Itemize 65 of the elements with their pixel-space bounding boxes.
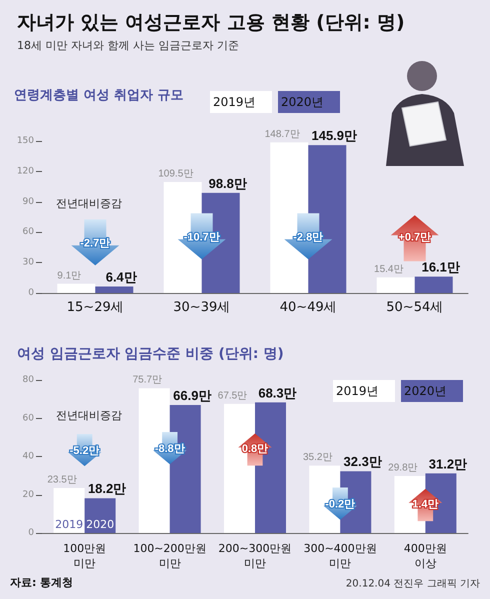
x-tick-label: 300~400만원 미만: [304, 542, 377, 570]
chart-subtitle: 18세 미만 자녀와 함께 사는 임금근로자 기준: [17, 39, 239, 52]
data-label: 16.1만: [422, 260, 460, 275]
data-label: 9.1만: [57, 270, 82, 282]
annotation: 2019: [55, 518, 84, 531]
x-tick-label: 400만원 이상: [404, 542, 447, 570]
data-label: 66.9만: [173, 388, 212, 404]
data-label: 35.2만: [302, 452, 332, 464]
annotation: -5.2만: [70, 444, 100, 457]
text: 2020년: [281, 95, 324, 109]
annotation: -2.7만: [80, 237, 110, 250]
y-tick-label: 60: [22, 227, 34, 238]
bar: [414, 276, 453, 293]
annotation: -0.2만: [325, 498, 356, 510]
y-tick-label: 0: [28, 528, 34, 538]
data-label: 75.7만: [132, 374, 162, 386]
data-label: 32.3만: [344, 454, 382, 470]
data-label: 68.3만: [258, 385, 297, 400]
annotation: -8.8만: [154, 442, 185, 455]
data-label: 67.5만: [218, 390, 248, 402]
y-tick-label: 150: [16, 136, 34, 146]
data-label: 31.2만: [428, 456, 468, 472]
text: 2020년: [404, 384, 447, 398]
y-tick-label: 30: [22, 258, 34, 268]
data-label: 29.8만: [388, 462, 418, 474]
data-label: 6.4만: [106, 270, 137, 285]
text: 연령계층별 여성 취업자 규모: [14, 88, 184, 103]
y-tick-label: 20: [22, 490, 34, 500]
text: 2019년: [213, 95, 256, 109]
data-label: 15.4만: [374, 264, 404, 275]
x-tick-label: 50~54세: [386, 300, 444, 315]
bar: [54, 488, 85, 533]
y-tick-label: 80: [22, 375, 34, 385]
y-tick-label: 60: [22, 413, 34, 424]
data-label: 23.5만: [47, 474, 77, 486]
x-tick-label: 100만원 미만: [63, 542, 106, 570]
x-tick-label: 30~39세: [173, 300, 230, 315]
bar: [376, 277, 415, 293]
bar: [95, 286, 134, 293]
annotation: 전년대비증감: [56, 197, 122, 210]
y-tick-label: 120: [16, 166, 34, 176]
x-tick-label: 15~29세: [66, 300, 124, 315]
y-tick-label: 0: [28, 288, 34, 298]
data-label: 109.5만: [158, 168, 194, 180]
bar: [84, 498, 116, 533]
data-label: 98.8만: [208, 176, 247, 191]
x-tick-label: 200~300만원 미만: [218, 542, 292, 570]
chart-title: 자녀가 있는 여성근로자 고용 현황 (단위: 명): [17, 12, 405, 34]
annotation: -2.8만: [293, 231, 324, 244]
text: 2019년: [336, 384, 379, 398]
x-tick-label: 40~49세: [280, 300, 337, 315]
annotation: 전년대비증감: [56, 409, 122, 422]
x-tick-label: 100~200만원 미만: [133, 542, 206, 570]
text: 자료: 통계청: [10, 576, 74, 589]
annotation: 0.8만: [242, 442, 268, 455]
data-label: 145.9만: [311, 128, 358, 144]
y-tick-label: 40: [22, 452, 34, 462]
annotation: 1.4만: [412, 498, 439, 510]
annotation: 2020: [86, 518, 114, 531]
data-label: 148.7만: [264, 128, 300, 140]
chart-title: 여성 임금근로자 임금수준 비중 (단위: 명): [17, 346, 284, 362]
data-label: 18.2만: [88, 481, 126, 496]
bar: [57, 284, 96, 293]
text: 20.12.04 전진우 그래픽 기자: [346, 578, 480, 590]
y-tick-label: 90: [22, 196, 34, 207]
